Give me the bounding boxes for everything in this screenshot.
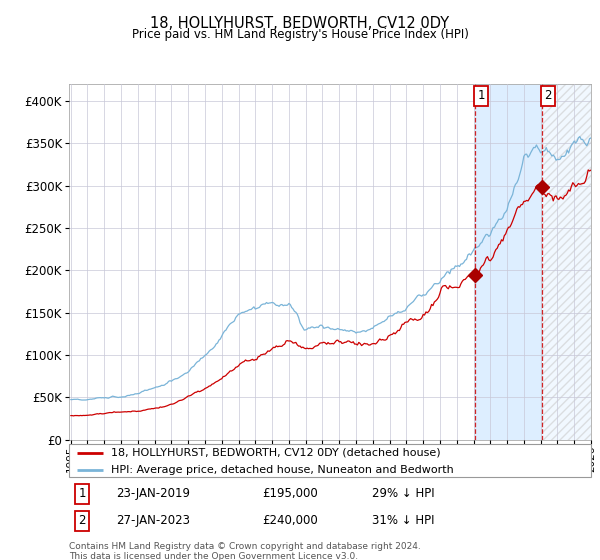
Text: 18, HOLLYHURST, BEDWORTH, CV12 0DY (detached house): 18, HOLLYHURST, BEDWORTH, CV12 0DY (deta…	[111, 448, 440, 458]
Text: 1: 1	[78, 487, 86, 501]
Bar	[542, 84, 591, 440]
Text: 23-JAN-2019: 23-JAN-2019	[116, 487, 190, 501]
Text: HPI: Average price, detached house, Nuneaton and Bedworth: HPI: Average price, detached house, Nune…	[111, 465, 454, 475]
Text: Contains HM Land Registry data © Crown copyright and database right 2024.
This d: Contains HM Land Registry data © Crown c…	[69, 542, 421, 560]
Text: £240,000: £240,000	[262, 514, 318, 528]
Text: 18, HOLLYHURST, BEDWORTH, CV12 0DY: 18, HOLLYHURST, BEDWORTH, CV12 0DY	[151, 16, 449, 31]
Text: 1: 1	[478, 90, 485, 102]
Text: Price paid vs. HM Land Registry's House Price Index (HPI): Price paid vs. HM Land Registry's House …	[131, 28, 469, 41]
Text: 31% ↓ HPI: 31% ↓ HPI	[372, 514, 434, 528]
Text: 2: 2	[545, 90, 552, 102]
FancyBboxPatch shape	[69, 444, 591, 477]
Text: 2: 2	[78, 514, 86, 528]
Text: 29% ↓ HPI: 29% ↓ HPI	[372, 487, 434, 501]
Text: 27-JAN-2023: 27-JAN-2023	[116, 514, 190, 528]
Text: £195,000: £195,000	[262, 487, 318, 501]
Bar	[475, 84, 591, 440]
